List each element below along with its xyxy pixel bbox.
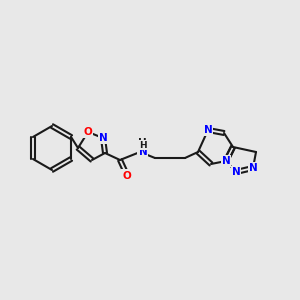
Text: O: O bbox=[122, 170, 130, 180]
Text: N: N bbox=[232, 167, 240, 177]
Text: O: O bbox=[84, 127, 92, 137]
Text: N: N bbox=[204, 125, 212, 135]
Text: O: O bbox=[123, 171, 131, 181]
Text: H: H bbox=[138, 138, 146, 148]
Text: N: N bbox=[99, 133, 107, 143]
Text: N: N bbox=[222, 156, 230, 166]
Text: N: N bbox=[99, 133, 107, 143]
Text: O: O bbox=[84, 127, 92, 137]
Text: N: N bbox=[249, 163, 257, 173]
Text: H: H bbox=[139, 140, 147, 149]
Text: N: N bbox=[139, 147, 147, 157]
Text: N: N bbox=[138, 144, 146, 154]
